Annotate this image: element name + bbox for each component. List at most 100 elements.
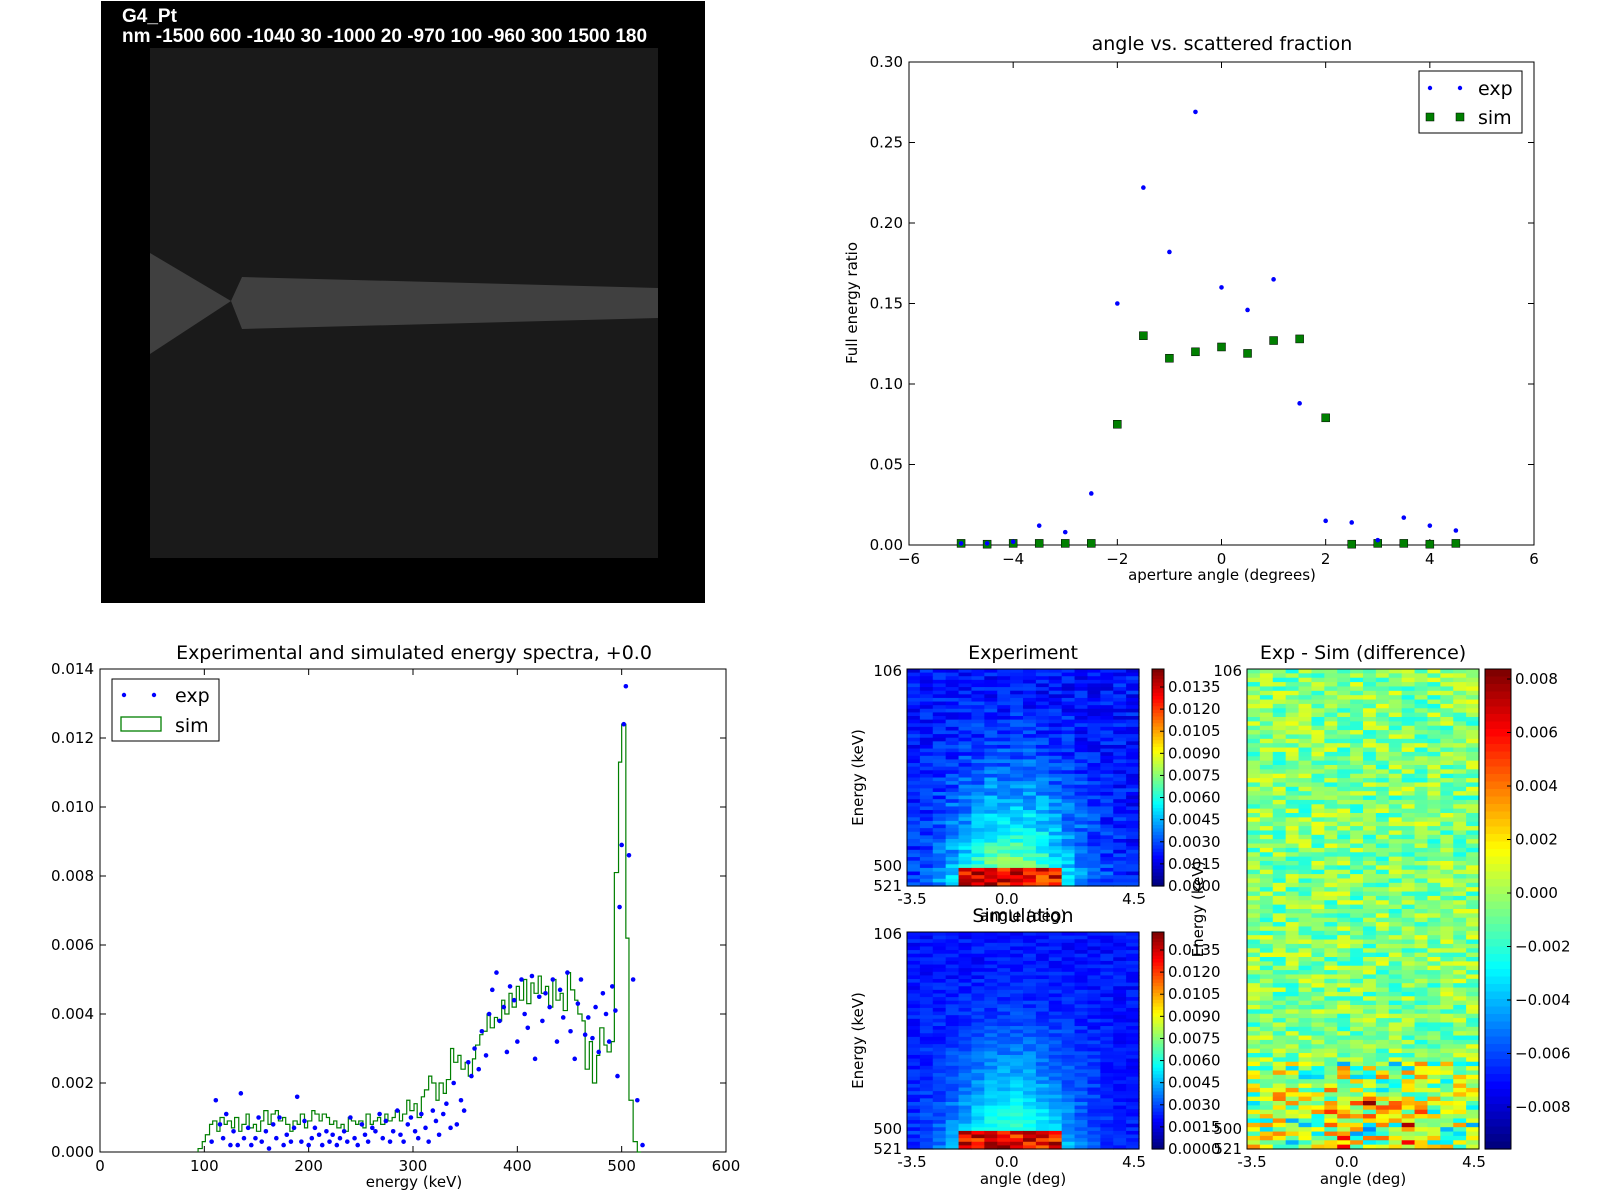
exp-point [489,987,495,993]
exp-point [615,1073,620,1079]
exp-point [623,683,629,689]
exp-point [600,991,606,996]
sim-point [1139,331,1148,340]
spectra-y-tick-label: 0.004 [51,1005,94,1023]
angle-legend-exp: exp [1478,78,1513,100]
sim-heatmap-title: Simulation [972,905,1073,927]
exp-point [1427,523,1433,528]
diff-heatmap-x-tick: 4.5 [1462,1153,1486,1171]
exp-point [593,1004,598,1010]
exp-point [504,1049,510,1055]
exp-colorbar-tick: 0.0120 [1168,700,1221,718]
diff-colorbar-tick: 0.006 [1515,724,1558,742]
angle-x-ticks: −6 −4 −2 0 2 4 6 [898,62,1539,568]
exp-point [235,1142,241,1148]
angle-legend: exp sim [1418,70,1523,134]
exp-point [465,1060,471,1065]
exp-point [507,984,513,989]
spectra-chart: Experimental and simulated energy spectr… [51,642,740,1191]
spectra-y-ticks: 0.000 0.002 0.004 0.006 0.008 0.010 0.012 0.014 [51,660,726,1161]
exp-point [536,994,542,1000]
exp-point [621,721,627,727]
exp-point [231,1129,236,1134]
exp-point [454,1122,460,1127]
exp-point [380,1135,386,1141]
sim-point [1295,334,1304,344]
exp-point [306,1142,311,1148]
spectra-x-label: energy (keV) [366,1173,462,1191]
exp-point [451,1080,456,1086]
sim-heatmap-x-tick: 4.5 [1122,1153,1146,1171]
exp-point [560,1015,566,1020]
exp-point [228,1142,233,1148]
exp-heatmap-x-tick: 0.0 [995,890,1019,908]
exp-heatmap-title: Experiment [968,642,1078,664]
exp-point [281,1142,286,1148]
sim-heatmap-y-tick: 500 [873,1120,902,1138]
exp-point [448,1125,453,1131]
exp-point [270,1122,276,1127]
exp-point [302,1118,307,1124]
diff-colorbar-tick: −0.004 [1515,991,1571,1009]
diff-colorbar-tick: 0.004 [1515,777,1558,795]
sim-step-line [197,723,641,1153]
sim-point [1087,539,1096,548]
exp-point [613,1008,618,1013]
sim-colorbar-tick: 0.0015 [1168,1118,1221,1136]
exp-point [1375,537,1381,543]
diff-heatmap-cells [1247,669,1480,1150]
diff-colorbar-tick: −0.006 [1515,1045,1571,1063]
angle-y-tick-label: 0.20 [870,214,903,232]
exp-point [370,1125,375,1131]
exp-point [209,1139,214,1144]
sim-colorbar-tick: 0.0060 [1168,1052,1221,1070]
spectra-x-tick-label: 300 [399,1157,428,1175]
exp-point [316,1132,322,1138]
exp-point [341,1129,347,1134]
spectra-x-tick-label: 0 [95,1157,105,1175]
diff-heatmap-y-label: Energy (keV) [1189,861,1207,958]
sim-point [1034,539,1044,548]
exp-point [609,984,615,989]
sim-point [1425,539,1435,549]
diff-heatmap: Exp - Sim (difference) 106 500 521-3.5 0.0 4.… [1189,642,1571,1188]
exp-colorbar-tick: 0.0000 [1168,877,1221,895]
exp-point [337,1135,343,1141]
sim-heatmap-y-tick: 106 [873,925,902,943]
exp-point [327,1139,332,1144]
exp-point [479,1028,485,1034]
exp-point [294,1094,300,1100]
exp-colorbar-tick: 0.0090 [1168,744,1221,762]
exp-point [1245,307,1250,313]
diff-heatmap-y-tick: 521 [1213,1140,1242,1158]
angle-y-tick-label: 0.25 [870,134,903,152]
diff-colorbar-tick: 0.002 [1515,831,1558,849]
exp-point [220,1135,226,1141]
exp-colorbar-tick: 0.0105 [1168,722,1221,740]
angle-x-tick-label: 2 [1321,550,1331,568]
exp-point [430,1108,436,1113]
spectra-x-tick-label: 600 [712,1157,741,1175]
exp-point [522,1011,527,1017]
angle-chart: angle vs. scattered fraction 0.00 0.05 0.1… [843,33,1539,584]
exp-point [1323,518,1328,524]
exp-point [550,977,556,982]
exp-point [532,1056,538,1062]
exp-point [359,1122,365,1127]
angle-y-ticks: 0.00 0.05 0.10 0.15 0.20 0.25 0.30 [870,53,1534,554]
exp-point [241,1135,247,1141]
exp-point [469,1073,474,1079]
exp-point [274,1135,279,1141]
sim-colorbar-tick: 0.0075 [1168,1029,1221,1047]
exp-heatmap-y-tick: 521 [873,877,902,895]
exp-point [497,1018,502,1024]
exp-point [395,1108,400,1113]
diff-colorbar-tick: −0.002 [1515,938,1571,956]
diff-heatmap-x-tick: 0.0 [1335,1153,1359,1171]
sim-heatmap: Simulation 106 500 521-3.5 0.0 4.5 angle (deg)… [849,905,1221,1188]
exp-point [958,541,964,546]
exp-point [501,1004,507,1010]
spectra-y-tick-label: 0.012 [51,729,94,747]
